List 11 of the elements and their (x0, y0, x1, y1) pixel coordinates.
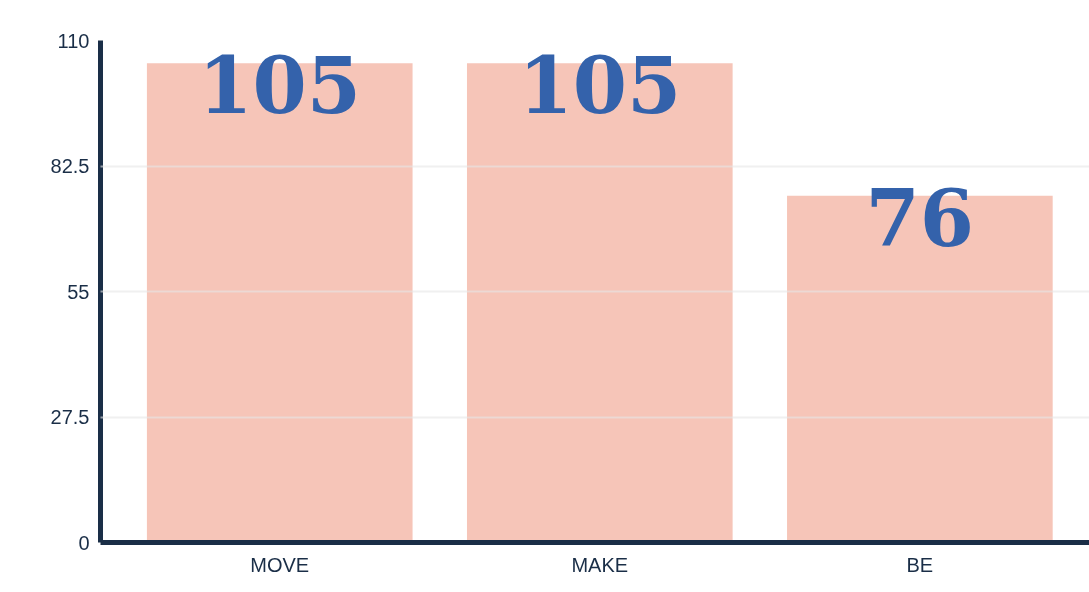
data-label: 76 (865, 172, 975, 264)
x-tick-label: MOVE (250, 553, 310, 576)
y-tick-label: 110 (57, 29, 90, 52)
y-tick-label: 0 (78, 531, 90, 554)
data-label: 105 (518, 40, 682, 132)
x-tick-label: BE (906, 553, 934, 576)
y-tick-label: 27.5 (50, 406, 90, 428)
y-tick-label: 82.5 (50, 155, 90, 177)
data-label: 105 (198, 40, 362, 132)
y-tick-label: 55 (67, 280, 90, 303)
x-tick-label: MAKE (571, 553, 629, 576)
